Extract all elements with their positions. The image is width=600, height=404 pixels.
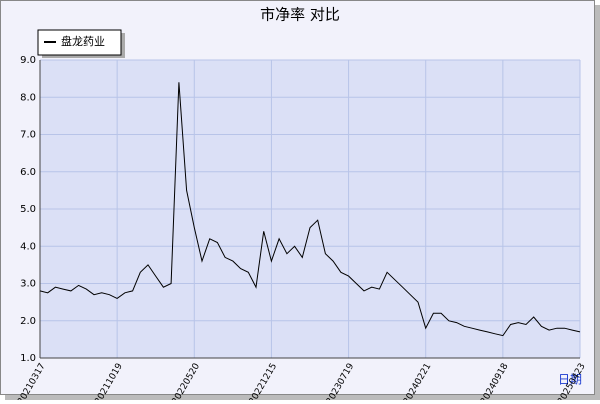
- y-tick-label: 5.0: [20, 204, 36, 215]
- legend-label: 盘龙药业: [61, 34, 105, 48]
- shadow: [5, 395, 600, 400]
- y-tick-label: 1.0: [20, 353, 36, 364]
- y-tick-label: 3.0: [20, 279, 36, 290]
- chart-title: 市净率 对比: [260, 6, 340, 24]
- line: [39, 82, 581, 337]
- shadow: [595, 5, 600, 400]
- y-tick-label: 6.0: [20, 167, 36, 178]
- y-tick-label: 9.0: [20, 55, 36, 66]
- y-tick-label: 8.0: [20, 92, 36, 103]
- y-tick-label: 2.0: [20, 316, 36, 327]
- y-tick-label: 4.0: [20, 241, 36, 252]
- y-tick-label: 7.0: [20, 130, 36, 141]
- x-axis-label: 日期: [558, 373, 582, 387]
